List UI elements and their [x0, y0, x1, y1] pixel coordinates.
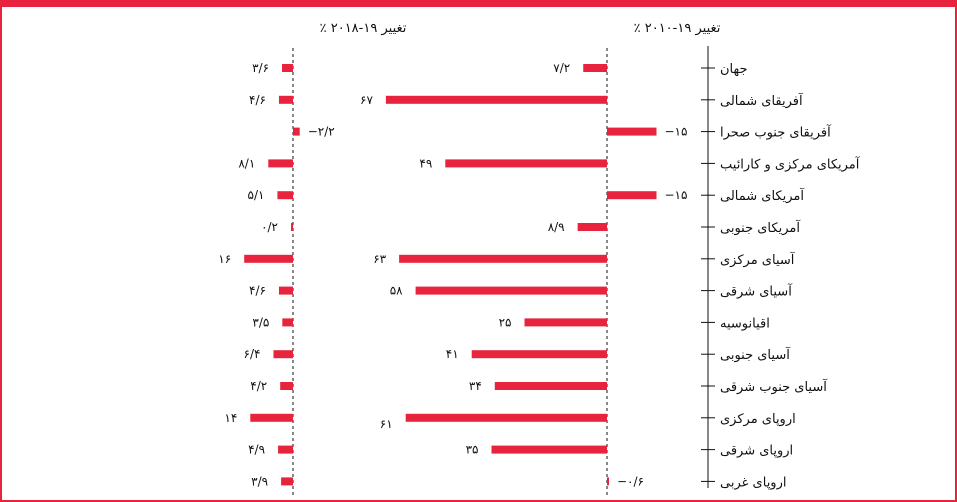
main-bar	[524, 318, 607, 327]
main-data-label: ۴۱	[446, 347, 459, 361]
category-label: آسیای مرکزی	[720, 251, 796, 268]
main-data-label: ۵۸	[390, 284, 403, 298]
main-bar	[491, 445, 607, 454]
sub-data-label: ۱۶	[218, 252, 231, 266]
category-label: آفریقای جنوب صحرا	[720, 124, 832, 141]
main-bar	[471, 350, 607, 359]
sub-data-label: ۴/۹	[248, 443, 265, 457]
sub-data-label: ۴/۶	[249, 284, 266, 298]
main-data-label: ۳۵	[466, 443, 479, 457]
sub-bar	[278, 445, 293, 454]
main-bar	[445, 159, 607, 168]
category-label: جهان	[720, 62, 748, 77]
main-bar	[607, 191, 657, 200]
category-label: اروپای غربی	[720, 475, 786, 490]
category-label: آمریکای مرکزی و کارائیب	[720, 155, 861, 172]
main-data-label: −۱۵	[665, 125, 688, 139]
main-bar	[607, 477, 609, 486]
main-data-label: ۷/۲	[553, 61, 570, 75]
main-data-label: ۸/۹	[548, 220, 565, 234]
main-bar	[385, 95, 607, 104]
category-label: آمریکای جنوبی	[720, 219, 801, 236]
sub-bar	[282, 318, 293, 327]
sub-bar	[278, 95, 293, 104]
main-data-label: ۶۳	[373, 252, 386, 266]
category-label: آسیای جنوب شرقی	[720, 378, 828, 395]
main-bar	[494, 382, 607, 390]
sub-data-label: ۱۴	[224, 411, 237, 425]
category-label: آمریکای شمالی	[720, 187, 805, 204]
sub-data-label: ۶/۴	[244, 347, 261, 361]
sub-data-label: ۰/۲	[261, 220, 278, 234]
sub-bar	[293, 127, 300, 136]
sub-bar	[244, 254, 293, 263]
category-label: اروپای مرکزی	[720, 412, 796, 427]
main-bar	[399, 254, 607, 263]
sub-data-label: −۲/۲	[308, 125, 335, 139]
sub-header: ٪ تغییر ۱۹-۲۰۱۸	[320, 21, 407, 36]
main-bar	[415, 286, 607, 295]
sub-data-label: ۸/۱	[238, 156, 255, 170]
sub-bar	[273, 350, 293, 359]
main-data-label: ۶۱	[380, 417, 393, 431]
category-label: آفریقای شمالی	[720, 92, 804, 109]
main-data-label: ۴۹	[419, 156, 432, 170]
main-data-label: ۲۵	[499, 315, 512, 329]
main-bar	[577, 223, 607, 231]
main-bar	[405, 413, 607, 422]
main-data-label: ۶۷	[360, 93, 373, 107]
sub-data-label: ۵/۱	[248, 188, 265, 202]
main-data-label: ۳۴	[469, 379, 482, 393]
sub-bar	[280, 382, 293, 390]
sub-bar	[278, 286, 293, 295]
sub-data-label: ۳/۹	[251, 474, 268, 488]
sub-bar	[250, 413, 293, 422]
category-label: اقیانوسیه	[720, 316, 770, 331]
sub-bar	[277, 191, 293, 200]
sub-data-label: ۳/۶	[252, 61, 269, 75]
sub-data-label: ۴/۶	[249, 93, 266, 107]
main-data-label: −۰/۶	[617, 474, 644, 488]
sub-bar	[282, 64, 293, 72]
sub-bar	[291, 223, 293, 231]
category-label: اروپای شرقی	[720, 444, 793, 459]
main-data-label: −۱۵	[665, 188, 688, 202]
sub-data-label: ۴/۲	[250, 379, 267, 393]
sub-bar	[281, 477, 293, 486]
sub-bar	[268, 159, 293, 168]
main-bar	[607, 127, 657, 136]
main-header: ٪ تغییر ۱۹-۲۰۱۰	[634, 21, 721, 36]
category-label: آسیای شرقی	[720, 283, 793, 300]
sub-data-label: ۳/۵	[252, 315, 269, 329]
category-label: آسیای جنوبی	[720, 346, 791, 363]
main-bar	[583, 64, 607, 72]
